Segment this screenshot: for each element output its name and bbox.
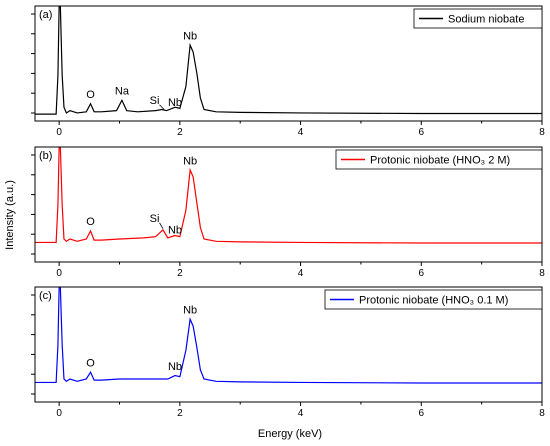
legend-label: Sodium niobate <box>448 14 524 26</box>
x-tick-label: 0 <box>56 127 62 138</box>
x-tick-label: 2 <box>177 268 183 279</box>
legend-label: Protonic niobate (HNO₃ 2 M) <box>370 155 510 167</box>
peak-label: Na <box>115 86 130 98</box>
legend-box <box>335 149 543 170</box>
spectrum-panel-3: 0 2 4 6 8 (c) O Nb Nb Protonic niobate (HNO₃ 0.1 … <box>31 286 545 419</box>
peak-label: Nb <box>168 224 182 236</box>
annotation-arrow <box>159 104 165 110</box>
plot-frame <box>34 286 543 403</box>
x-tick-label: 6 <box>419 127 425 138</box>
peak-label: Nb <box>183 304 197 316</box>
panel-label: (c) <box>39 290 52 302</box>
x-tick-label: 0 <box>56 268 62 279</box>
peak-label: O <box>86 216 95 228</box>
x-tick-label: 4 <box>298 408 304 419</box>
spectrum-panel-2: 0 2 4 6 8 (b) O Si Nb Nb Protonic niobate (HNO₃ 2 … <box>31 146 545 279</box>
plot-frame <box>34 5 543 122</box>
spectrum-panel-1: 0 2 4 6 8 (a) O Na Si Nb Nb Sodium niobate <box>31 5 545 138</box>
peak-label: Si <box>150 213 160 225</box>
x-tick-label: 8 <box>539 268 545 279</box>
panel-label: (b) <box>39 150 52 162</box>
peak-label: Nb <box>183 155 197 167</box>
plot-frame <box>34 146 543 263</box>
x-tick-label: 2 <box>177 408 183 419</box>
x-axis-title: Energy (keV) <box>258 428 322 440</box>
y-axis-title: Intensity (a.u.) <box>4 180 16 250</box>
x-tick-label: 8 <box>539 408 545 419</box>
peak-label: O <box>86 357 95 369</box>
spectrum-line <box>35 287 542 384</box>
legend-box <box>324 289 543 310</box>
x-tick-label: 8 <box>539 127 545 138</box>
peak-label: Nb <box>168 97 182 109</box>
x-tick-label: 4 <box>298 268 304 279</box>
spectrum-line <box>35 6 542 115</box>
spectrum-line <box>35 147 542 244</box>
x-tick-label: 4 <box>298 127 304 138</box>
legend: Protonic niobate (HNO₃ 0.1 M) <box>324 289 543 310</box>
peak-label: O <box>86 89 95 101</box>
panel-label: (a) <box>39 9 52 21</box>
x-tick-label: 6 <box>419 408 425 419</box>
x-tick-label: 2 <box>177 127 183 138</box>
peak-label: Nb <box>168 361 182 373</box>
annotation-arrow <box>159 222 164 229</box>
legend: Sodium niobate <box>413 8 543 29</box>
peak-label: Si <box>150 95 160 107</box>
legend: Protonic niobate (HNO₃ 2 M) <box>335 149 543 170</box>
legend-label: Protonic niobate (HNO₃ 0.1 M) <box>359 295 508 307</box>
x-tick-label: 6 <box>419 268 425 279</box>
legend-box <box>413 8 543 29</box>
peak-label: Nb <box>183 30 197 42</box>
x-tick-label: 0 <box>56 408 62 419</box>
